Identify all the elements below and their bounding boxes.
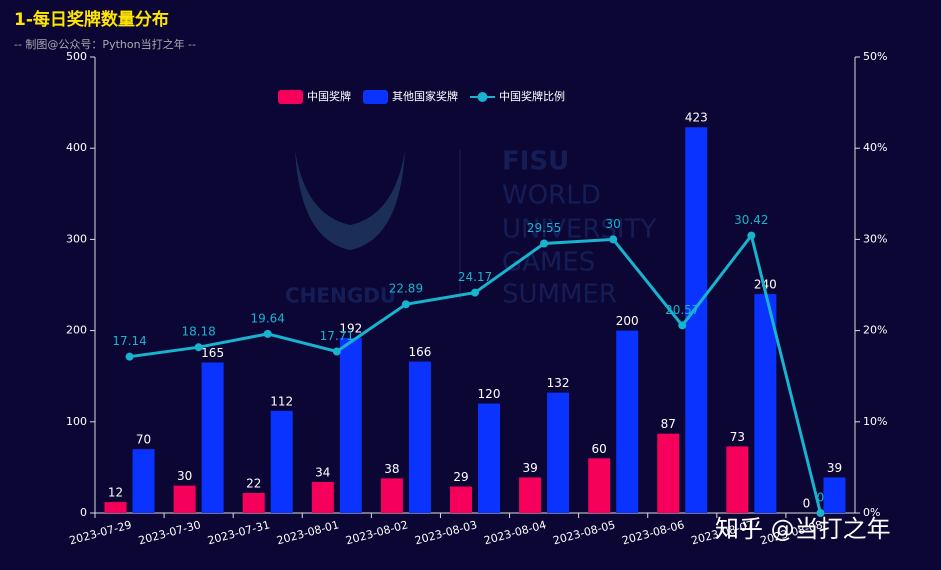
- ratio-value-label: 18.18: [181, 325, 215, 339]
- y-tick-label: 500: [66, 50, 87, 63]
- bar: [408, 361, 431, 513]
- bar: [173, 485, 196, 513]
- y2-tick-label: 0%: [863, 506, 880, 519]
- bar: [450, 486, 472, 513]
- y2-tick-label: 20%: [863, 324, 887, 337]
- bar-value-label: 39: [522, 461, 537, 475]
- chart-subtitle: -- 制图@公众号：Python当打之年 --: [14, 37, 196, 51]
- legend-swatch: [363, 90, 388, 104]
- y2-tick-label: 10%: [863, 415, 887, 428]
- bar-value-label: 120: [478, 387, 501, 401]
- bar: [201, 362, 224, 513]
- ratio-point: [332, 347, 341, 356]
- logo-text: CHENGDU: [285, 284, 396, 308]
- bar-value-label: 87: [661, 417, 676, 431]
- y-tick-label: 200: [66, 324, 87, 337]
- bar: [242, 492, 265, 513]
- ratio-value-label: 30: [606, 217, 621, 231]
- bar-value-label: 70: [136, 433, 151, 447]
- bar: [754, 294, 777, 513]
- bar: [588, 458, 611, 513]
- bar-value-label: 38: [384, 462, 399, 476]
- bar-value-label: 60: [592, 442, 607, 456]
- bar-value-label: 0: [803, 497, 811, 511]
- bar: [104, 502, 127, 513]
- bar: [339, 337, 362, 513]
- bar-value-label: 200: [616, 314, 639, 328]
- y2-tick-label: 40%: [863, 141, 887, 154]
- bar-value-label: 112: [270, 394, 293, 408]
- ratio-value-label: 17.71: [320, 329, 354, 343]
- bar-value-label: 166: [408, 345, 431, 359]
- bar: [519, 477, 542, 513]
- bar-value-label: 12: [108, 486, 123, 500]
- ratio-point: [540, 239, 549, 248]
- ratio-value-label: 0: [817, 491, 825, 505]
- bar: [616, 330, 639, 513]
- background-logo: [295, 150, 461, 300]
- chart-title: 1-每日奖牌数量分布: [14, 9, 169, 30]
- ratio-point: [609, 235, 618, 244]
- ratio-point: [471, 288, 479, 297]
- ratio-point: [194, 343, 203, 352]
- bar: [132, 449, 155, 513]
- ratio-value-label: 29.55: [527, 221, 561, 235]
- bar-value-label: 30: [177, 469, 192, 483]
- legend-label: 其他国家奖牌: [392, 89, 458, 103]
- bar-value-label: 73: [730, 430, 745, 444]
- bar: [823, 477, 846, 513]
- y2-tick-label: 30%: [863, 232, 887, 245]
- bar: [547, 392, 570, 513]
- logo-text: FISU: [502, 147, 569, 177]
- y-tick-label: 0: [80, 506, 87, 519]
- ratio-point: [263, 329, 272, 338]
- bar-value-label: 29: [453, 470, 468, 484]
- bar: [657, 433, 680, 513]
- y-tick-label: 100: [66, 415, 87, 428]
- bar-value-label: 240: [754, 278, 777, 292]
- logo-shape: [295, 150, 405, 250]
- legend-swatch: [278, 90, 303, 104]
- ratio-point: [747, 231, 756, 240]
- y-tick-label: 300: [66, 232, 87, 245]
- watermark: 知乎 @当打之年: [715, 515, 891, 543]
- ratio-point: [401, 300, 410, 309]
- legend-marker: [477, 92, 488, 102]
- y-tick-label: 400: [66, 141, 87, 154]
- bar-value-label: 165: [201, 346, 224, 360]
- ratio-point: [125, 352, 134, 361]
- logo-text: WORLD: [502, 181, 601, 211]
- legend-label: 中国奖牌: [307, 89, 351, 103]
- bar-value-label: 132: [547, 376, 570, 390]
- bar: [685, 127, 708, 513]
- ratio-value-label: 19.64: [251, 311, 285, 325]
- bar-value-label: 22: [246, 476, 261, 490]
- logo-text: SUMMER: [502, 280, 617, 310]
- bar-value-label: 192: [339, 321, 362, 335]
- logo-text: UNIVERSITY: [502, 215, 656, 245]
- bar-value-label: 34: [315, 465, 330, 479]
- bar-value-label: 423: [685, 111, 708, 125]
- legend-label: 中国奖牌比例: [499, 89, 565, 103]
- y2-tick-label: 50%: [863, 50, 887, 63]
- bar: [380, 478, 403, 513]
- bar: [311, 481, 334, 513]
- ratio-point: [678, 321, 687, 330]
- bar: [726, 446, 749, 513]
- bar-value-label: 39: [827, 461, 842, 475]
- ratio-value-label: 20.57: [665, 303, 699, 317]
- ratio-value-label: 17.14: [112, 334, 146, 348]
- ratio-value-label: 24.17: [458, 270, 492, 284]
- ratio-value-label: 22.89: [389, 282, 423, 296]
- bar: [270, 410, 293, 513]
- ratio-value-label: 30.42: [734, 213, 768, 227]
- ratio-point: [816, 509, 825, 517]
- bar: [478, 403, 500, 513]
